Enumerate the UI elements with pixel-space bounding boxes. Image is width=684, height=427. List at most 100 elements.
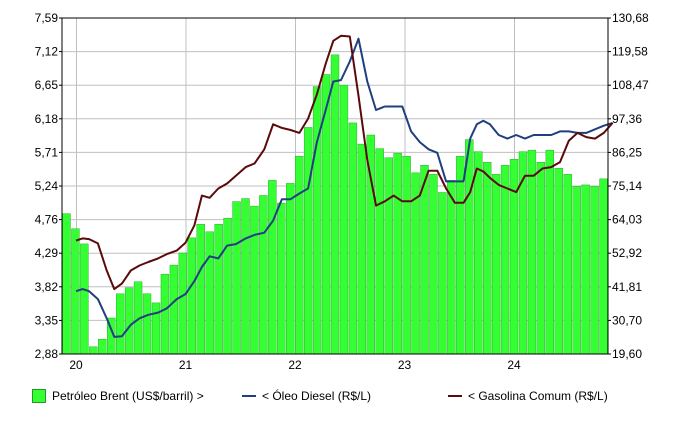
bar [232, 201, 241, 355]
diesel-line [75, 37, 613, 338]
bar [286, 183, 295, 355]
gasolina-line [75, 34, 614, 291]
left-tick-label: 4,76 [35, 213, 59, 227]
bar [474, 151, 483, 355]
bar [259, 195, 268, 355]
bar [223, 217, 232, 355]
bar [375, 148, 384, 355]
x-tick-label: 22 [288, 358, 302, 372]
bar [124, 287, 134, 355]
bar [438, 192, 447, 355]
bar [80, 243, 89, 355]
bar [545, 149, 554, 355]
bar [268, 180, 277, 355]
left-tick-label: 5,71 [35, 145, 59, 159]
chart: 7,59 7,12 6,65 6,18 5,71 5,24 4,76 4,29 3,82 3,35… [35, 11, 649, 372]
bar [187, 237, 196, 355]
legend-label-diesel: < Óleo Diesel (R$/L) [262, 389, 372, 403]
right-axis-ticks: 130,68 119,58 108,47 97,36 86,25 75,14 64,03 52… [608, 11, 649, 361]
legend-label-brent: Petróleo Brent (US$/barril) > [52, 389, 204, 403]
bar [116, 293, 125, 355]
right-tick-label: 30,70 [612, 313, 642, 327]
legend: Petróleo Brent (US$/barril) > < Óleo Die… [0, 384, 684, 408]
left-tick-label: 2,88 [35, 347, 59, 361]
bar [160, 273, 170, 355]
left-tick-label: 7,59 [35, 11, 59, 25]
bar [447, 180, 456, 355]
right-tick-label: 97,36 [612, 112, 642, 126]
legend-item-brent: Petróleo Brent (US$/barril) > [32, 384, 204, 408]
bar [465, 139, 474, 355]
right-tick-label: 41,81 [612, 280, 642, 294]
bar [241, 198, 250, 355]
left-tick-label: 7,12 [35, 45, 59, 59]
bar [491, 174, 501, 355]
bar [581, 184, 590, 355]
left-tick-label: 4,29 [35, 246, 59, 260]
bar [330, 54, 340, 355]
bar [196, 224, 205, 355]
bar [178, 252, 188, 355]
left-tick-label: 3,35 [35, 313, 59, 327]
bar [518, 151, 528, 355]
bar [312, 86, 322, 355]
bar [599, 178, 608, 355]
right-tick-label: 108,47 [612, 78, 649, 92]
bar [295, 155, 304, 355]
bar [536, 162, 546, 355]
legend-swatch-diesel [242, 395, 256, 397]
bar [339, 84, 349, 355]
bar [98, 338, 107, 355]
bar [250, 205, 259, 355]
bar [393, 152, 402, 355]
left-tick-label: 6,65 [35, 78, 59, 92]
bar [89, 346, 98, 355]
bar [429, 174, 438, 355]
bar [563, 174, 572, 355]
right-tick-label: 130,68 [612, 11, 649, 25]
bar [509, 158, 519, 355]
legend-swatch-brent [32, 389, 46, 403]
right-tick-label: 64,03 [612, 213, 642, 227]
bars [62, 54, 608, 355]
left-tick-label: 5,24 [35, 179, 59, 193]
right-tick-label: 86,25 [612, 145, 642, 159]
x-tick-label: 21 [179, 358, 193, 372]
x-tick-label: 24 [507, 358, 521, 372]
legend-label-gasolina: < Gasolina Comum (R$/L) [468, 389, 608, 403]
bar [169, 264, 179, 355]
x-tick-label: 20 [69, 358, 83, 372]
left-tick-label: 6,18 [35, 112, 59, 126]
bar [151, 302, 161, 355]
bar [500, 165, 510, 355]
legend-swatch-gasolina [448, 395, 462, 397]
left-axis-ticks: 7,59 7,12 6,65 6,18 5,71 5,24 4,76 4,29 3,82 3,35… [35, 11, 62, 361]
bar [527, 149, 537, 355]
bar [590, 186, 599, 355]
bar [482, 162, 492, 355]
legend-item-diesel: < Óleo Diesel (R$/L) [242, 384, 371, 408]
lines [75, 34, 614, 338]
bar [348, 122, 358, 355]
bar [303, 127, 313, 355]
bar [384, 157, 393, 355]
x-axis-ticks: 20 21 22 23 24 [69, 358, 521, 372]
bar [357, 143, 367, 355]
right-tick-label: 75,14 [612, 179, 642, 193]
right-tick-label: 52,92 [612, 246, 642, 260]
bar [456, 155, 465, 355]
bar [62, 213, 71, 355]
bar [214, 224, 223, 355]
x-tick-label: 23 [398, 358, 412, 372]
bar [142, 293, 152, 355]
bar [554, 168, 563, 355]
left-tick-label: 3,82 [35, 280, 59, 294]
bar [205, 231, 214, 355]
bar [420, 165, 429, 355]
right-tick-label: 119,58 [612, 45, 648, 59]
bar [402, 155, 411, 355]
right-tick-label: 19,60 [612, 347, 642, 361]
bar [572, 186, 581, 355]
bar [277, 202, 286, 355]
legend-item-gasolina: < Gasolina Comum (R$/L) [448, 384, 608, 408]
